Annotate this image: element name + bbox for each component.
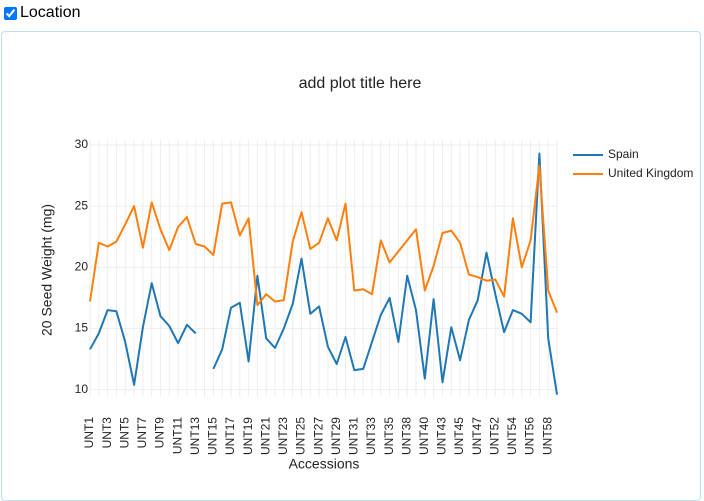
x-tick-label: UNT58: [540, 417, 554, 455]
y-tick-label: 20: [75, 259, 89, 273]
x-tick-label: UNT19: [241, 417, 255, 455]
x-tick-label: UNT5: [117, 417, 131, 449]
y-axis-label: 20 Seed Weight (mg): [39, 204, 55, 336]
x-tick-label: UNT17: [223, 417, 237, 455]
x-tick-label: UNT3: [100, 417, 114, 449]
x-tick-label: UNT33: [364, 417, 378, 455]
x-tick-label: UNT54: [505, 417, 519, 455]
x-tick-label: UNT23: [276, 417, 290, 455]
x-tick-label: UNT9: [153, 417, 167, 449]
y-tick-label: 25: [75, 198, 89, 212]
legend-label: United Kingdom: [608, 166, 693, 180]
x-tick-label: UNT38: [399, 417, 413, 455]
x-tick-label: UNT27: [311, 417, 325, 455]
series-line: [89, 164, 558, 313]
legend-label: Spain: [608, 147, 639, 161]
x-tick-label: UNT52: [487, 417, 501, 455]
x-tick-label: UNT43: [435, 417, 449, 455]
location-toggle[interactable]: Location: [4, 4, 81, 22]
x-tick-label: UNT35: [382, 417, 396, 455]
x-tick-label: UNT7: [135, 417, 149, 449]
x-tick-label: UNT1: [82, 417, 96, 449]
chart-title: add plot title here: [299, 75, 422, 92]
y-tick-label: 10: [75, 382, 89, 396]
y-tick-label: 30: [75, 137, 89, 151]
x-tick-label: UNT31: [347, 417, 361, 455]
checkbox[interactable]: [4, 6, 17, 20]
x-tick-label: UNT47: [470, 417, 484, 455]
x-tick-label: UNT40: [417, 417, 431, 455]
x-tick-label: UNT45: [452, 417, 466, 455]
x-tick-label: UNT25: [294, 417, 308, 455]
x-axis-label: Accessions: [289, 456, 360, 472]
x-tick-label: UNT56: [523, 417, 537, 455]
series-line: [89, 152, 558, 395]
x-tick-label: UNT29: [329, 417, 343, 455]
checkbox-label: Location: [20, 4, 81, 21]
x-tick-label: UNT13: [188, 417, 202, 455]
x-tick-label: UNT21: [258, 417, 272, 455]
x-tick-label: UNT15: [206, 417, 220, 455]
x-tick-label: UNT11: [170, 417, 184, 454]
y-tick-label: 15: [75, 321, 89, 335]
